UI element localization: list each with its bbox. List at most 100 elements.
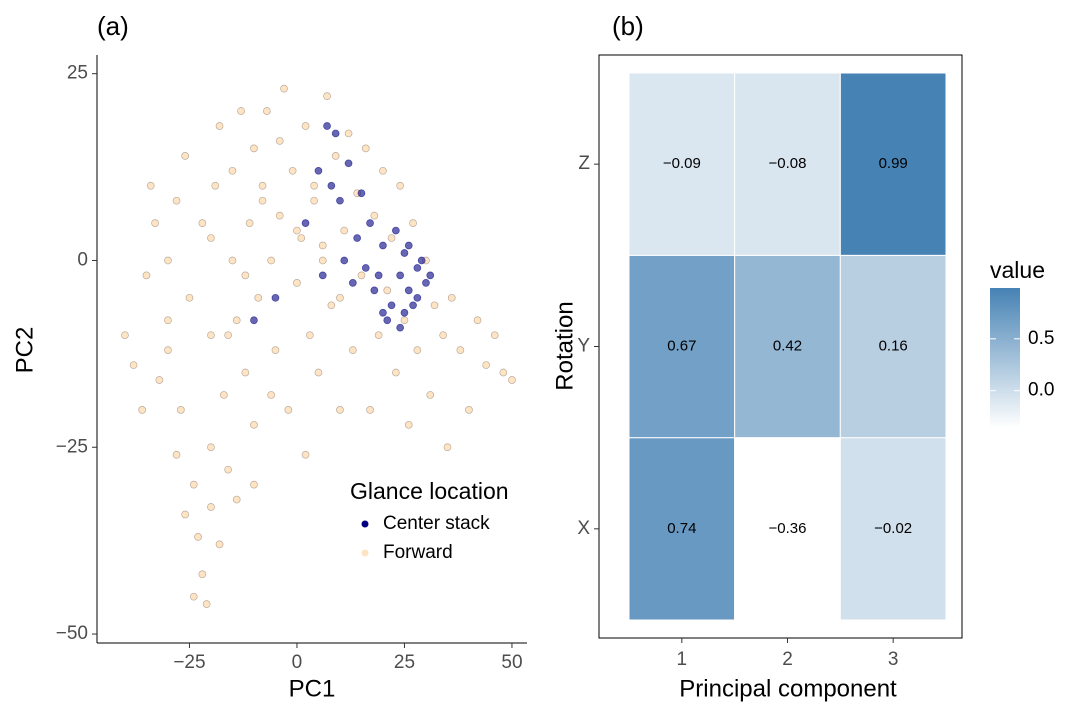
point: [331, 152, 340, 160]
legend-marker: [361, 520, 369, 528]
point: [396, 271, 404, 280]
point: [232, 316, 241, 325]
y-axis-label: Rotation: [551, 301, 578, 390]
point: [361, 264, 370, 272]
point: [379, 308, 387, 317]
point: [185, 293, 194, 302]
point: [374, 271, 383, 280]
point: [323, 92, 331, 100]
tile-label: 0.99: [879, 155, 908, 172]
point: [413, 264, 422, 272]
point: [490, 331, 499, 340]
point: [336, 406, 344, 414]
tile-label: 0.42: [773, 337, 802, 354]
x-tick-label: 2: [782, 649, 793, 670]
point: [340, 226, 349, 235]
point: [189, 592, 198, 601]
point: [164, 316, 172, 325]
point: [138, 406, 146, 414]
point: [241, 271, 250, 280]
point: [177, 406, 185, 414]
point: [426, 271, 435, 280]
point: [392, 226, 400, 235]
point: [310, 181, 318, 190]
tile-label: 0.67: [667, 337, 696, 354]
point: [207, 234, 215, 242]
point: [280, 84, 288, 93]
point: [392, 368, 400, 377]
tile: [734, 254, 841, 439]
tile-label: −0.02: [874, 520, 912, 537]
point: [198, 219, 207, 227]
point: [146, 181, 155, 190]
point: [164, 256, 172, 265]
point: [370, 286, 379, 295]
point: [383, 316, 392, 325]
point: [245, 219, 254, 227]
point: [297, 234, 306, 242]
x-tick-label: 1: [677, 649, 688, 670]
point: [336, 293, 344, 302]
point: [202, 600, 211, 608]
point: [129, 361, 138, 369]
y-tick-label: Z: [578, 153, 590, 174]
point: [207, 443, 215, 452]
point: [207, 503, 215, 511]
point: [323, 122, 331, 130]
point: [301, 219, 310, 227]
point: [172, 450, 181, 459]
tile: [734, 72, 841, 256]
point: [194, 533, 202, 541]
tile-label: −0.09: [663, 155, 701, 172]
y-tick-label: 0: [77, 249, 88, 270]
point: [228, 256, 237, 265]
x-tick-label: 50: [501, 652, 522, 673]
point: [349, 346, 357, 354]
point: [344, 129, 353, 138]
point: [422, 279, 430, 287]
point: [198, 570, 207, 579]
point: [340, 256, 349, 265]
y-tick-label: 25: [67, 63, 88, 84]
point: [215, 540, 224, 549]
point: [250, 480, 258, 489]
point: [228, 166, 237, 175]
point: [473, 316, 482, 325]
point: [374, 331, 383, 340]
point: [181, 510, 189, 519]
legend-tick-label: 0.5: [1028, 328, 1054, 349]
tile-label: 0.16: [879, 337, 908, 354]
legend-title: Glance location: [350, 478, 509, 504]
tile: [628, 72, 736, 256]
point: [293, 279, 301, 287]
point: [327, 181, 336, 190]
tile-label: 0.74: [667, 520, 696, 537]
legend-title: value: [990, 257, 1045, 283]
y-axis-label: PC2: [11, 327, 38, 374]
point: [396, 181, 404, 190]
point: [404, 420, 413, 429]
y-tick-label: −50: [56, 623, 88, 644]
y-tick-label: −25: [56, 436, 88, 457]
point: [409, 219, 417, 227]
tile: [734, 437, 841, 621]
x-tick-label: −25: [173, 652, 205, 673]
point: [366, 406, 374, 414]
point: [263, 107, 271, 115]
point: [404, 241, 413, 250]
colorbar: [990, 288, 1020, 428]
point: [396, 323, 404, 332]
point: [409, 301, 417, 310]
tile: [839, 72, 947, 256]
point: [284, 406, 293, 414]
point: [443, 443, 452, 452]
tile: [628, 254, 736, 439]
point: [267, 256, 275, 265]
point: [417, 256, 426, 265]
point: [482, 361, 490, 369]
point: [310, 196, 318, 205]
y-tick-label: X: [577, 518, 590, 539]
point: [344, 159, 353, 168]
x-axis-label: Principal component: [679, 675, 897, 702]
